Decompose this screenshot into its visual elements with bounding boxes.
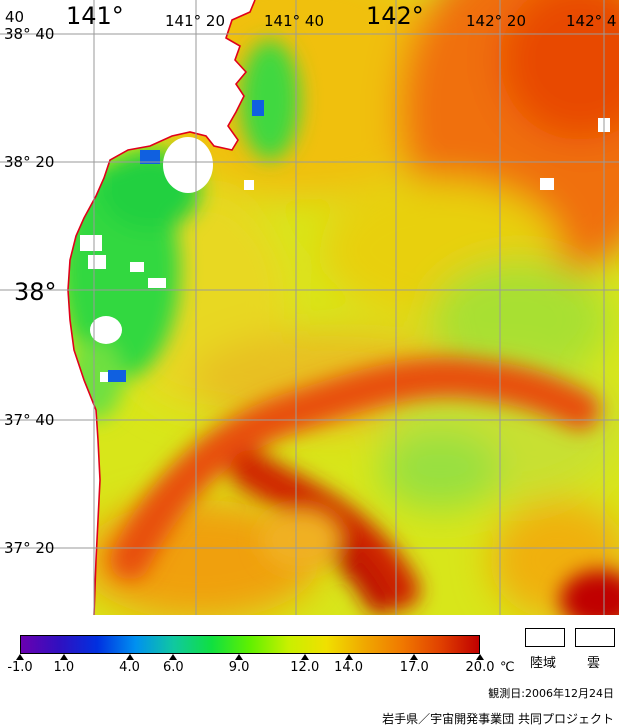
- longitude-label: 141° 40: [264, 12, 324, 30]
- latitude-label: 37° 20: [4, 539, 55, 557]
- colorbar-tick-label: 20.0: [465, 660, 495, 675]
- colorbar-tick-mark: [169, 654, 178, 660]
- longitude-label: 142° 4: [566, 12, 617, 30]
- colorbar-tick-mark: [476, 654, 484, 660]
- unit-label: ℃: [500, 660, 515, 675]
- longitude-label: 141°: [66, 2, 124, 30]
- colorbar-tick-mark: [59, 654, 68, 660]
- longitude-label: 142° 20: [466, 12, 526, 30]
- graticule: [0, 0, 619, 615]
- latitude-label: 37° 40: [4, 411, 55, 429]
- colorbar-tick-label: 9.0: [228, 660, 250, 675]
- colorbar-tick-label: 14.0: [334, 660, 364, 675]
- latitude-label: 38° 20: [4, 153, 55, 171]
- colorbar-tick-mark: [300, 654, 309, 660]
- temperature-colorbar: [20, 635, 480, 654]
- colorbar-tick-mark: [344, 654, 353, 660]
- observation-date: 観測日:2006年12月24日: [488, 687, 614, 700]
- latitude-label: 38° 40: [4, 25, 55, 43]
- colorbar-tick-label: 1.0: [53, 660, 75, 675]
- cold-patches: [108, 100, 264, 382]
- bay-inlet: [163, 137, 213, 193]
- colorbar-tick-mark: [235, 654, 244, 660]
- warm-current-band: [110, 357, 619, 615]
- colorbar-tick-mark: [125, 654, 134, 660]
- land-label: 陸域: [530, 656, 557, 671]
- latitude-label: 38°: [14, 278, 57, 306]
- legend: -1.0 1.0 4.0 6.0 9.0 12.0 14.0 17.0 20.0 ℃ 陸域 雲 …: [0, 615, 619, 726]
- colorbar-tick-label: 4.0: [119, 660, 140, 675]
- colorbar-tick-mark: [16, 654, 24, 660]
- colorbar-tick-label: 12.0: [290, 660, 320, 675]
- colorbar-tick-label: -1.0: [7, 660, 33, 675]
- coastline: [67, 0, 256, 615]
- cloud-swatch: [575, 628, 615, 647]
- cloud-label: 雲: [587, 656, 601, 671]
- longitude-label: 40: [5, 8, 25, 26]
- sea-surface-temperature-map: [0, 0, 619, 615]
- credit-line: 岩手県／宇宙開発事業団 共同プロジェクト: [382, 712, 614, 726]
- longitude-label: 142°: [366, 2, 424, 30]
- land-swatch: [525, 628, 565, 647]
- colorbar-tick-label: 6.0: [162, 660, 184, 675]
- colorbar-tick-label: 17.0: [399, 660, 429, 675]
- longitude-label: 141° 20: [165, 12, 225, 30]
- land-area: [0, 0, 255, 615]
- colorbar-tick-mark: [410, 654, 419, 660]
